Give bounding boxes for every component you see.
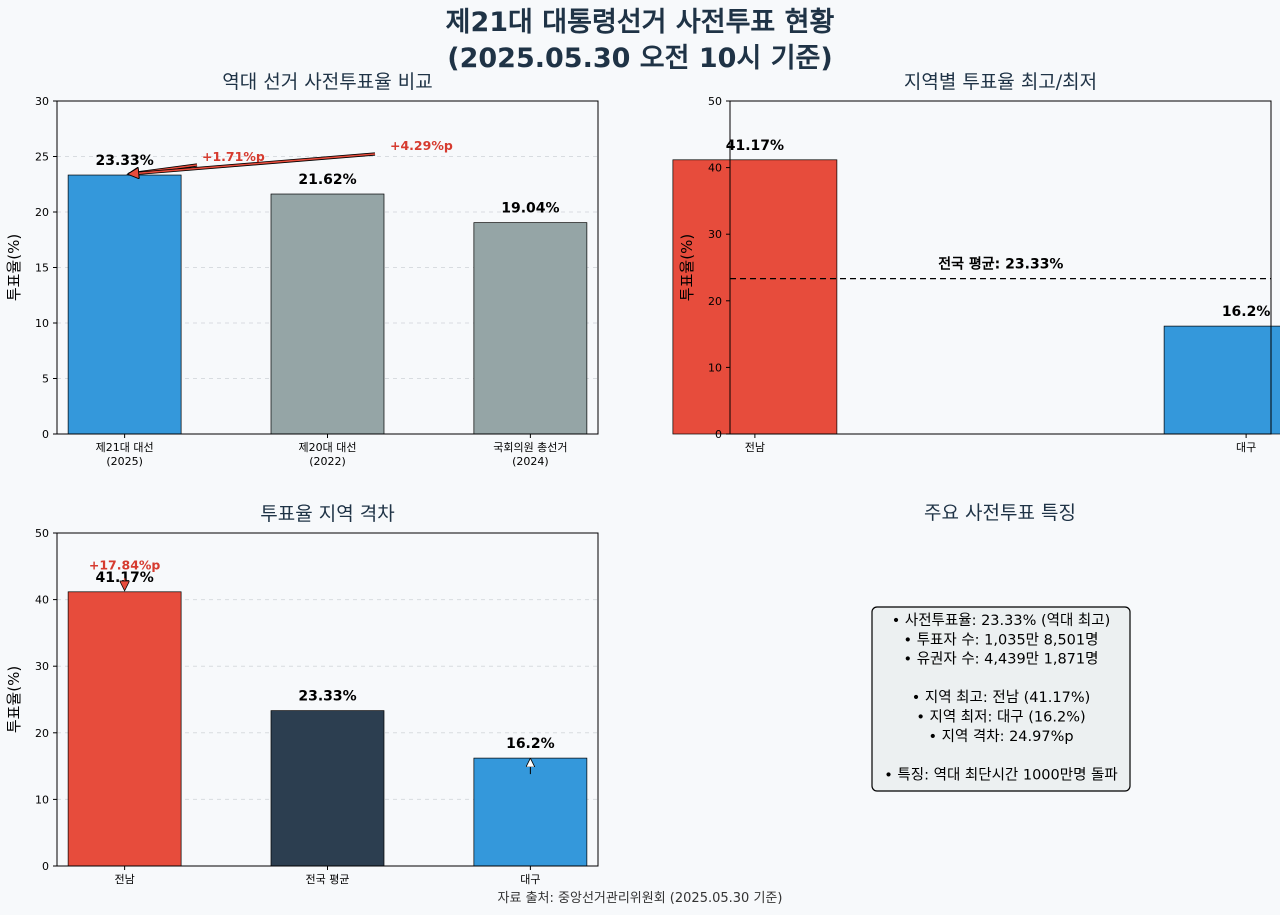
bar-value-label: 41.17%: [726, 138, 784, 154]
bar-value-label: 19.04%: [501, 201, 559, 217]
x-tick-label: 제20대 대선: [299, 441, 357, 454]
bar: [67, 174, 182, 435]
bar-value-label: 16.2%: [1222, 304, 1271, 320]
key-features-panel: 주요 사전투표 특징 • 사전투표율: 23.33% (역대 최고) • 투표자 …: [871, 502, 1131, 792]
annotation-label: +17.84%p: [89, 558, 161, 573]
x-tick-label: 대구: [520, 873, 540, 886]
x-tick-label: (2022): [309, 455, 346, 468]
bar-value-label: 41.17%: [95, 570, 153, 586]
y-tick-label: 10: [708, 361, 722, 374]
source-note: 자료 출처: 중앙선거관리위원회 (2025.05.30 기준): [498, 891, 783, 906]
x-tick-label: 대구: [1236, 441, 1256, 454]
key-feature-line: • 유권자 수: 4,439만 1,871명: [904, 651, 1099, 668]
y-tick-label: 10: [35, 317, 49, 330]
x-tick-label: 전국 평균: [306, 873, 350, 886]
regional-high-low-chart: 지역별 투표율 최고/최저 41.17% 16.2% 전국 평균: 23.33% 0 10…: [672, 71, 1280, 454]
y-tick-label: 0: [42, 428, 49, 441]
key-feature-line: • 지역 최저: 대구 (16.2%): [916, 709, 1085, 726]
bar-value-label: 16.2%: [506, 736, 555, 752]
average-reference-label: 전국 평균: 23.33%: [938, 256, 1063, 273]
bar-value-label: 23.33%: [95, 153, 153, 169]
annotation-label: +1.71%p: [202, 149, 265, 164]
y-tick-label: 5: [42, 373, 49, 386]
chart-title: 역대 선거 사전투표율 비교: [222, 71, 432, 93]
y-tick-label: 30: [35, 95, 49, 108]
y-tick-label: 20: [35, 727, 49, 740]
y-tick-label: 30: [708, 228, 722, 241]
figure-title-line1: 제21대 대통령선거 사전투표 현황: [446, 7, 835, 38]
key-features-title: 주요 사전투표 특징: [924, 502, 1076, 524]
chart-title: 투표율 지역 격차: [260, 503, 394, 525]
bar-value-label: 23.33%: [298, 689, 356, 705]
y-tick-label: 20: [35, 206, 49, 219]
chart-title: 지역별 투표율 최고/최저: [904, 71, 1097, 93]
x-tick-label: 국회의원 총선거: [493, 441, 567, 454]
key-feature-line: • 지역 격차: 24.97%p: [928, 728, 1073, 745]
y-tick-label: 15: [35, 262, 49, 275]
bar-value-label: 21.62%: [298, 172, 356, 188]
y-tick-label: 40: [708, 162, 722, 175]
y-tick-label: 50: [708, 95, 722, 108]
y-axis-label: 투표율(%): [5, 234, 23, 301]
x-tick-label: (2024): [512, 455, 549, 468]
bar: [473, 222, 588, 435]
x-tick-label: 전남: [115, 873, 135, 886]
x-tick-label: 제21대 대선: [96, 441, 154, 454]
plot-frame: [729, 100, 1272, 435]
x-tick-label: (2025): [106, 455, 143, 468]
y-tick-label: 0: [715, 428, 722, 441]
y-tick-label: 30: [35, 660, 49, 673]
y-tick-label: 10: [35, 793, 49, 806]
y-tick-label: 20: [708, 295, 722, 308]
bar: [270, 193, 385, 435]
regional-gap-chart: 투표율 지역 격차 41.17% 23.33% 16.2% 0 10 20 30 40 50 전남 전…: [5, 503, 599, 886]
y-tick-label: 40: [35, 594, 49, 607]
key-feature-line: • 특징: 역대 최단시간 1000만명 돌파: [884, 766, 1117, 783]
y-axis-label: 투표율(%): [678, 234, 696, 301]
bar: [1163, 325, 1280, 435]
annotation-arrow: [129, 153, 376, 174]
x-tick-label: 전남: [745, 441, 765, 454]
bar: [270, 710, 385, 867]
key-feature-line: • 지역 최고: 전남 (41.17%): [912, 689, 1091, 706]
annotation-label: +4.29%p: [390, 138, 453, 153]
historical-turnout-chart: 역대 선거 사전투표율 비교 23.33% 21.62% 19.04% 0 5 10 15 20…: [5, 71, 599, 468]
y-axis-label: 투표율(%): [5, 666, 23, 733]
key-features-box: [871, 606, 1131, 792]
y-tick-label: 25: [35, 151, 49, 164]
key-features-lines: • 사전투표율: 23.33% (역대 최고) • 투표자 수: 1,035만 8…: [884, 612, 1117, 783]
bar: [473, 757, 588, 867]
key-feature-line: • 투표자 수: 1,035만 8,501명: [904, 631, 1099, 648]
bar: [672, 159, 838, 435]
figure-title-line2: (2025.05.30 오전 10시 기준): [447, 43, 832, 74]
key-feature-line: • 사전투표율: 23.33% (역대 최고): [892, 612, 1111, 629]
y-tick-label: 0: [42, 860, 49, 873]
bar: [67, 591, 182, 867]
y-tick-label: 50: [35, 527, 49, 540]
